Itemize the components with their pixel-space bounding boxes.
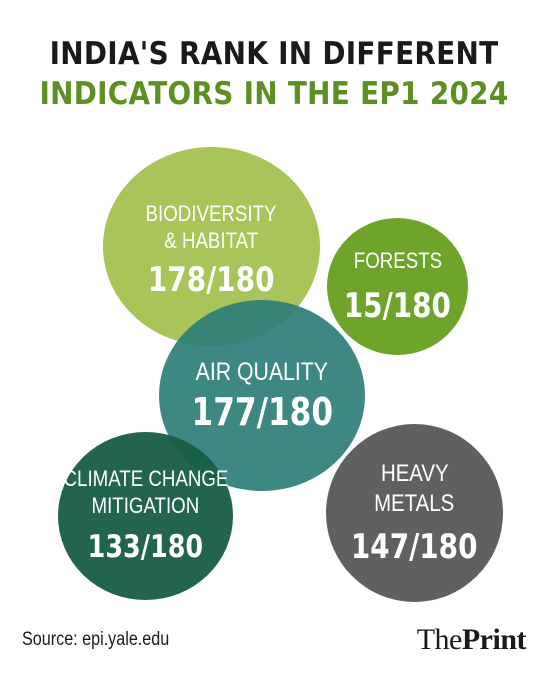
indicator-label: & HABITAT: [164, 227, 259, 253]
indicator-label: BIODIVERSITY: [146, 200, 277, 226]
theprint-logo: ThePrint: [416, 623, 527, 657]
title-line-2: INDICATORS IN THE EP1 2024: [39, 76, 509, 112]
indicator-rank: 147/180: [351, 527, 478, 567]
indicator-rank: 15/180: [343, 286, 452, 326]
indicator-label: FORESTS: [353, 248, 442, 273]
source-note: Source: epi.yale.edu: [22, 629, 170, 650]
indicator-label: MITIGATION: [91, 493, 200, 518]
title-line-1: INDIA'S RANK IN DIFFERENT: [49, 36, 499, 72]
circle-climate-change-mitigation: CLIMATE CHANGE MITIGATION 133/180: [58, 432, 233, 600]
indicator-label: HEAVY: [380, 460, 449, 487]
logo-part-print: Print: [461, 623, 527, 656]
indicator-label: AIR QUALITY: [195, 358, 329, 386]
indicator-rank: 177/180: [191, 390, 333, 434]
logo-part-the: The: [416, 623, 463, 656]
indicator-label: METALS: [374, 490, 455, 517]
circle-forests: FORESTS 15/180: [327, 218, 468, 355]
indicator-label: CLIMATE CHANGE: [63, 466, 228, 491]
circle-heavy-metals: HEAVY METALS 147/180: [326, 424, 503, 602]
indicator-rank: 178/180: [148, 259, 275, 300]
indicator-rank: 133/180: [87, 529, 204, 565]
